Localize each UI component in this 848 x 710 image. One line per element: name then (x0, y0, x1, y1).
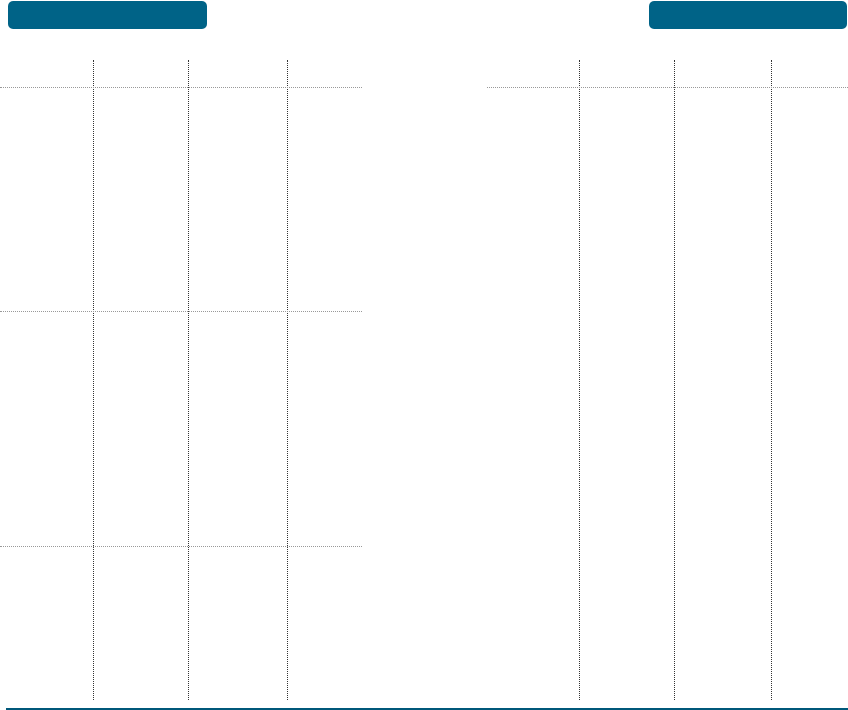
grid-row-line (0, 311, 362, 312)
grid-column-line (771, 60, 772, 700)
grid-column-line (579, 60, 580, 700)
grid-column-line (188, 60, 189, 700)
grid-column-line (93, 60, 94, 700)
left-header-tab (8, 1, 207, 29)
grid-row-line (0, 546, 362, 547)
grid-row-line (0, 87, 362, 88)
bottom-rule (6, 708, 848, 710)
grid-row-line (487, 87, 848, 88)
grid-column-line (287, 60, 288, 700)
right-header-tab (649, 1, 847, 29)
grid-column-line (674, 60, 675, 700)
